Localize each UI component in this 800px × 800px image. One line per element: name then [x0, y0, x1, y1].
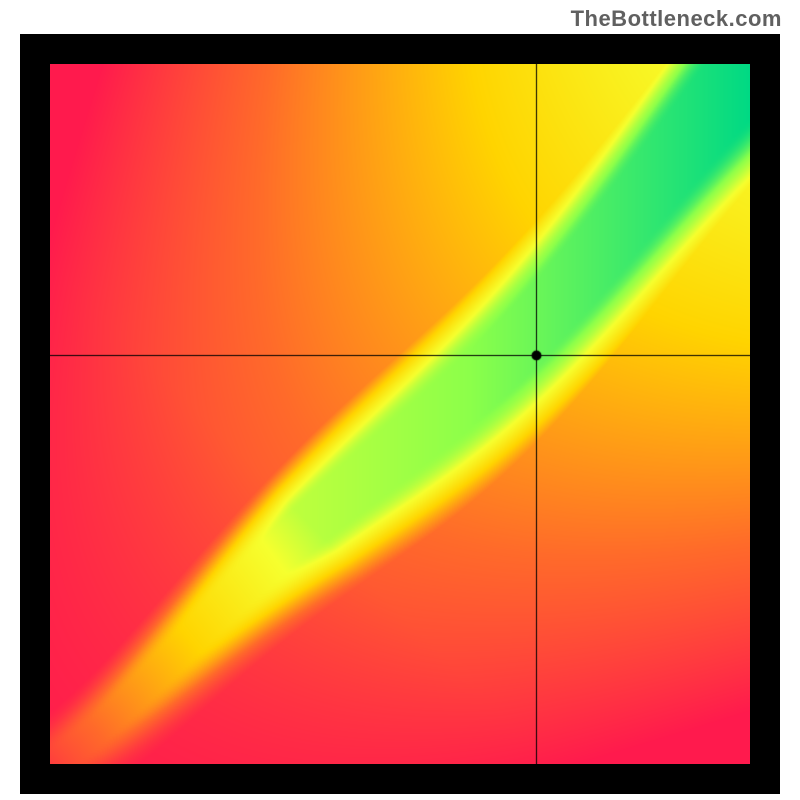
heatmap-canvas — [50, 64, 750, 764]
bottleneck-heatmap — [20, 34, 780, 794]
attribution-text: TheBottleneck.com — [571, 6, 782, 32]
